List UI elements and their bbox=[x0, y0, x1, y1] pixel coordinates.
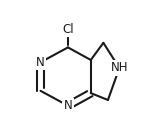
Text: NH: NH bbox=[111, 61, 128, 75]
Text: N: N bbox=[64, 99, 72, 112]
Text: N: N bbox=[36, 56, 45, 69]
Text: Cl: Cl bbox=[62, 23, 74, 36]
